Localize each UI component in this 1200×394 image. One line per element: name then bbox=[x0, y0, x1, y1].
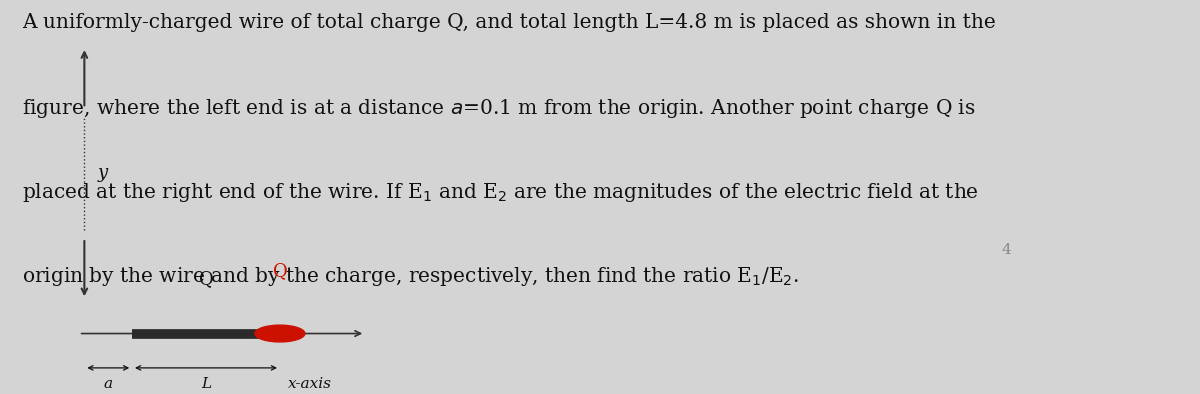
Text: L: L bbox=[200, 377, 211, 391]
Text: Q: Q bbox=[199, 270, 214, 288]
Text: figure, where the left end is at a distance $a$=0.1 m from the origin. Another p: figure, where the left end is at a dista… bbox=[22, 97, 976, 120]
Text: a: a bbox=[103, 377, 113, 391]
Text: y: y bbox=[98, 164, 108, 182]
Circle shape bbox=[254, 325, 305, 342]
Text: placed at the right end of the wire. If E$_1$ and E$_2$ are the magnitudes of th: placed at the right end of the wire. If … bbox=[22, 181, 979, 204]
Text: Q: Q bbox=[272, 262, 287, 280]
Text: x-axis: x-axis bbox=[288, 377, 332, 391]
Text: A uniformly-charged wire of total charge Q, and total length L=4.8 m is placed a: A uniformly-charged wire of total charge… bbox=[22, 13, 996, 32]
Text: 4: 4 bbox=[1002, 243, 1012, 256]
Text: origin by the wire and by the charge, respectively, then find the ratio E$_1$/E$: origin by the wire and by the charge, re… bbox=[22, 265, 799, 288]
